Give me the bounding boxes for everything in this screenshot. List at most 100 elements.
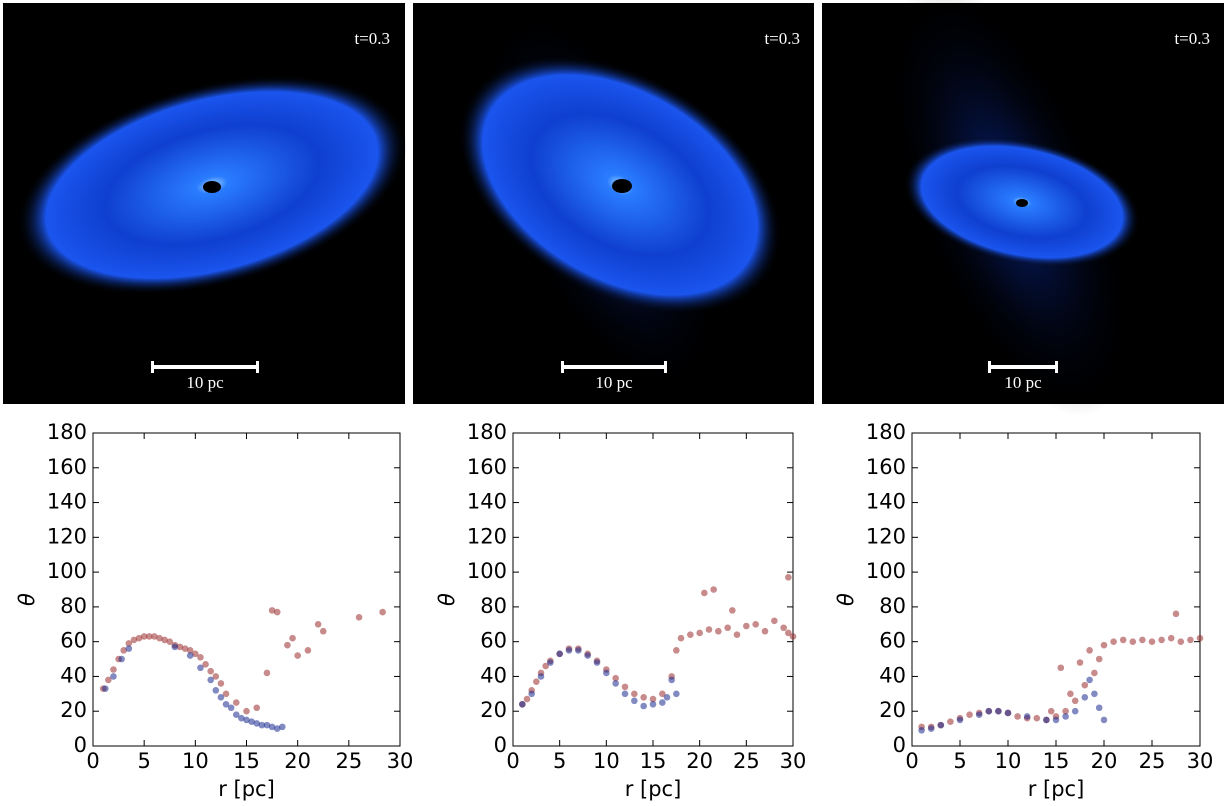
point: [1139, 636, 1146, 644]
y-axis-label: θ: [834, 593, 858, 606]
point: [927, 725, 935, 732]
y-tick-label: 80: [60, 594, 87, 618]
point: [145, 633, 153, 640]
y-tick-label: 80: [480, 594, 507, 618]
point: [1057, 664, 1065, 672]
point: [243, 716, 250, 724]
point: [1091, 669, 1098, 677]
point: [1033, 714, 1041, 722]
point: [232, 711, 240, 718]
point: [1071, 707, 1079, 715]
image-panel: t=0.3 10 pc: [413, 3, 814, 404]
y-tick-label: 20: [879, 698, 906, 722]
points: [519, 574, 797, 710]
point: [125, 640, 133, 647]
point: [677, 634, 685, 642]
point: [785, 629, 792, 637]
point: [118, 655, 125, 663]
x-tick-label: 30: [780, 749, 807, 773]
point: [1100, 716, 1108, 724]
scale-label: 10 pc: [1004, 373, 1042, 392]
point: [556, 650, 563, 658]
point: [575, 647, 582, 654]
y-tick-label: 160: [467, 455, 507, 479]
y-tick-label: 40: [480, 663, 507, 687]
point: [222, 700, 230, 708]
point: [151, 633, 158, 640]
y-tick-label: 60: [480, 629, 507, 653]
point: [1100, 641, 1108, 649]
point: [621, 690, 629, 698]
y-tick-label: 40: [60, 663, 87, 687]
point: [1091, 690, 1098, 698]
point: [253, 720, 261, 727]
point: [1095, 704, 1103, 712]
point: [1187, 636, 1194, 644]
point: [319, 627, 327, 635]
point: [612, 680, 619, 687]
point: [314, 620, 322, 628]
point: [537, 673, 545, 680]
point: [659, 690, 666, 698]
y-tick-label: 40: [879, 663, 906, 687]
point: [268, 723, 276, 731]
point: [156, 634, 163, 642]
point: [533, 678, 540, 685]
x-tick-label: 10: [182, 749, 209, 773]
image-panel: t=0.3 10 pc: [822, 0, 1224, 417]
point: [1158, 636, 1165, 644]
x-axis-label: r [pc]: [1028, 777, 1085, 801]
point: [603, 669, 610, 677]
x-tick-label: 5: [137, 749, 150, 773]
y-tick-label: 180: [47, 420, 87, 444]
y-tick-label: 160: [47, 455, 87, 479]
scale-label: 10 pc: [186, 373, 224, 392]
point: [1086, 647, 1093, 654]
point: [186, 652, 194, 659]
point: [631, 697, 638, 705]
point: [355, 614, 363, 621]
point: [975, 711, 983, 718]
point: [631, 690, 638, 698]
plot-area: [92, 432, 401, 747]
point: [232, 699, 240, 706]
point: [1071, 697, 1079, 705]
point: [258, 721, 266, 729]
point: [1067, 690, 1074, 698]
y-tick-label: 100: [467, 559, 507, 583]
point: [612, 674, 619, 682]
y-tick-label: 140: [866, 490, 906, 514]
point: [523, 695, 531, 703]
point: [621, 683, 629, 691]
x-tick-label: 25: [1139, 749, 1166, 773]
point: [663, 694, 671, 701]
point: [105, 676, 112, 684]
point: [771, 617, 778, 625]
point: [161, 636, 168, 644]
point: [253, 704, 261, 712]
point: [1196, 634, 1204, 642]
point: [918, 727, 925, 734]
point: [789, 633, 797, 640]
point: [1076, 659, 1084, 666]
x-axis-label: r [pc]: [625, 777, 682, 801]
point: [110, 673, 117, 680]
point: [1095, 655, 1103, 663]
point: [273, 725, 281, 732]
point: [1177, 638, 1185, 645]
point: [1047, 707, 1055, 715]
point: [273, 608, 281, 616]
point: [640, 702, 647, 710]
point: [263, 669, 271, 677]
x-axis-label: r [pc]: [218, 777, 275, 801]
image-panel: t=0.3 10 pc: [3, 3, 407, 404]
plot-area: [911, 432, 1201, 747]
point: [166, 638, 174, 645]
y-axis-label: θ: [15, 593, 39, 606]
point: [1023, 713, 1031, 720]
point: [1081, 694, 1089, 701]
point: [1086, 676, 1093, 684]
points: [99, 607, 386, 732]
point: [140, 633, 148, 640]
